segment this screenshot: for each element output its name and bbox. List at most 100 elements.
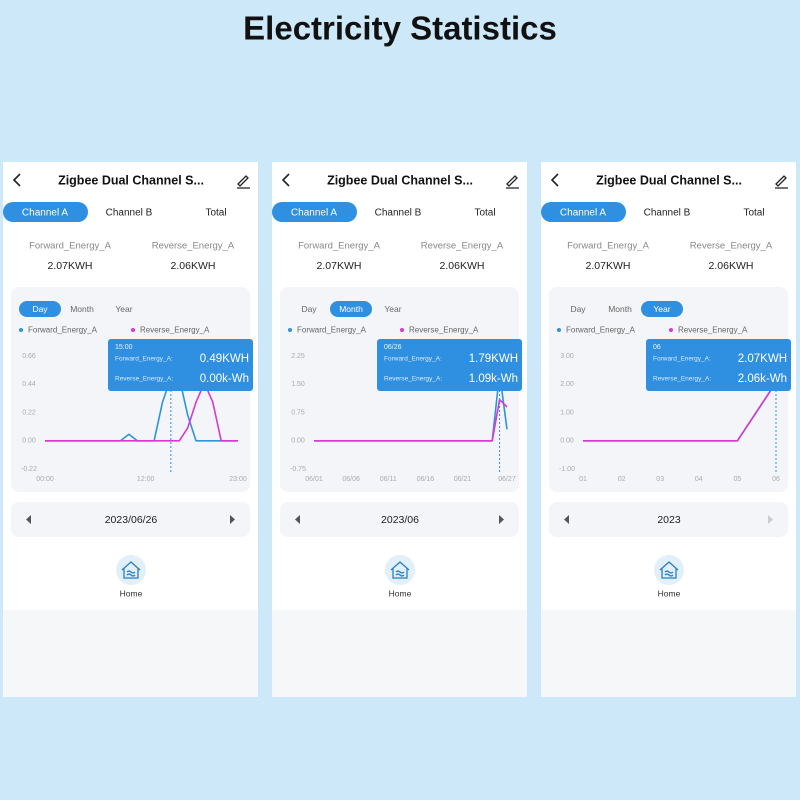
tooltip-box — [646, 339, 791, 391]
tooltip-row-label: Reverse_Energy_A: — [384, 376, 442, 383]
edit-button[interactable] — [775, 175, 788, 189]
edit-button[interactable] — [237, 175, 250, 189]
legend-dot — [19, 328, 23, 332]
x-tick-label: 06/06 — [342, 476, 360, 483]
prev-button[interactable] — [295, 515, 300, 524]
date-nav-card — [280, 502, 519, 537]
x-tick-label: 06/16 — [417, 476, 435, 483]
back-button[interactable] — [281, 173, 290, 187]
legend-label: Forward_Energy_A — [28, 326, 98, 335]
y-tick-label: 3.00 — [560, 353, 574, 360]
stat-value: 2.07KWH — [48, 260, 93, 272]
bottom-area — [541, 610, 796, 697]
tab[interactable]: Total — [205, 208, 226, 219]
tab[interactable]: Channel A — [291, 208, 337, 219]
date-label: 2023/06/26 — [105, 514, 158, 526]
stat-label: Forward_Energy_A — [567, 241, 650, 252]
tab[interactable]: Channel A — [560, 208, 606, 219]
date-nav-card — [11, 502, 250, 537]
period-option[interactable]: Month — [608, 304, 632, 314]
stat-value: 2.06KWH — [171, 260, 216, 272]
y-tick-label: 0.00 — [22, 438, 36, 445]
tab[interactable]: Channel B — [375, 208, 422, 219]
home-label: Home — [658, 588, 681, 598]
edit-icon — [506, 175, 519, 189]
edit-icon — [237, 175, 250, 189]
next-button[interactable] — [768, 515, 773, 524]
tooltip-row-label: Forward_Energy_A: — [653, 356, 711, 363]
tooltip-title: 15:00 — [115, 344, 133, 351]
y-tick-label: 0.22 — [22, 409, 36, 416]
phone-screen: Zigbee Dual Channel S... Channel A Channel… — [272, 162, 527, 697]
home-button[interactable]: Home — [654, 555, 684, 598]
x-tick-label: 05 — [734, 476, 742, 483]
legend-label: Reverse_Energy_A — [678, 326, 748, 335]
home-label: Home — [120, 588, 143, 598]
period-option[interactable]: Day — [570, 304, 586, 314]
tooltip-title: 06 — [653, 344, 661, 351]
period-option[interactable]: Year — [653, 304, 670, 314]
y-tick-label: 0.44 — [22, 381, 36, 388]
phone-screen: Zigbee Dual Channel S... Channel A Channel… — [541, 162, 796, 697]
period-option[interactable]: Month — [339, 304, 363, 314]
x-tick-label: 04 — [695, 476, 703, 483]
header-title: Zigbee Dual Channel S... — [327, 173, 473, 187]
legend-label: Reverse_Energy_A — [140, 326, 210, 335]
period-option[interactable]: Year — [115, 304, 132, 314]
x-tick-label: 06/21 — [454, 476, 472, 483]
home-button[interactable]: Home — [385, 555, 415, 598]
prev-button[interactable] — [564, 515, 569, 524]
tooltip-box — [108, 339, 253, 391]
y-tick-label: 0.00 — [291, 438, 305, 445]
stat-value: 2.07KWH — [317, 260, 362, 272]
period-option[interactable]: Day — [32, 304, 48, 314]
x-tick-label: 03 — [656, 476, 664, 483]
tab[interactable]: Channel A — [22, 208, 68, 219]
active-tab-pill — [272, 202, 357, 222]
legend-dot — [400, 328, 404, 332]
tooltip-row-value: 2.06k-Wh — [738, 373, 787, 385]
stat-value: 2.06KWH — [709, 260, 754, 272]
tab[interactable]: Channel B — [106, 208, 153, 219]
next-button[interactable] — [230, 515, 235, 524]
tab[interactable]: Channel B — [644, 208, 691, 219]
home-icon-bg — [385, 555, 415, 585]
date-label: 2023 — [657, 514, 681, 526]
next-button[interactable] — [499, 515, 504, 524]
stat-label: Reverse_Energy_A — [421, 241, 504, 252]
period-option[interactable]: Day — [301, 304, 317, 314]
period-option[interactable]: Year — [384, 304, 401, 314]
x-tick-label: 06/27 — [498, 476, 516, 483]
legend-dot — [669, 328, 673, 332]
stat-label: Forward_Energy_A — [29, 241, 112, 252]
active-period-pill — [19, 301, 61, 317]
bottom-area — [272, 610, 527, 697]
y-tick-label: 2.25 — [291, 353, 305, 360]
tooltip-row-value: 1.09k-Wh — [469, 373, 518, 385]
home-label: Home — [389, 588, 412, 598]
x-tick-label: 06/11 — [380, 476, 397, 483]
legend-dot — [557, 328, 561, 332]
back-button[interactable] — [550, 173, 559, 187]
y-tick-label: 0.66 — [22, 353, 36, 360]
home-icon-bg — [654, 555, 684, 585]
home-button[interactable]: Home — [116, 555, 146, 598]
back-button[interactable] — [12, 173, 21, 187]
prev-button[interactable] — [26, 515, 31, 524]
y-tick-label: 1.00 — [560, 409, 574, 416]
period-option[interactable]: Month — [70, 304, 94, 314]
tab[interactable]: Total — [743, 208, 764, 219]
y-tick-label: -1.00 — [559, 466, 575, 473]
x-tick-label: 02 — [618, 476, 626, 483]
active-tab-pill — [3, 202, 88, 222]
header-title: Zigbee Dual Channel S... — [58, 173, 204, 187]
x-tick-label: 06 — [772, 476, 780, 483]
edit-button[interactable] — [506, 175, 519, 189]
tab[interactable]: Total — [474, 208, 495, 219]
date-nav-card — [549, 502, 788, 537]
bottom-area — [3, 610, 258, 697]
y-tick-label: 2.00 — [560, 381, 574, 388]
tooltip-row-label: Forward_Energy_A: — [115, 356, 173, 363]
